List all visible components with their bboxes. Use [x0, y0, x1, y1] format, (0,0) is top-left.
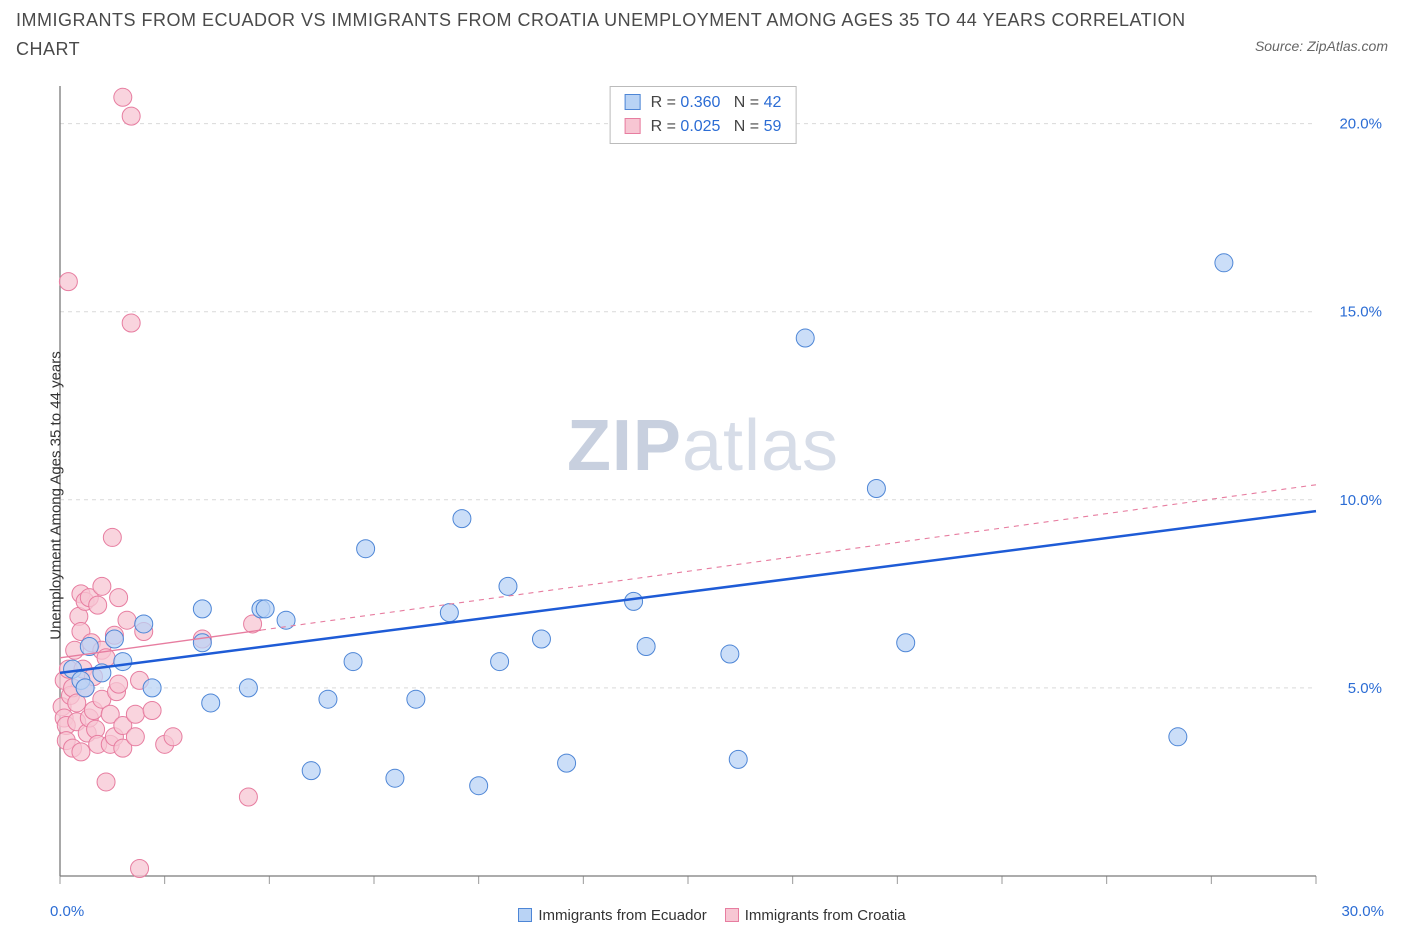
- x-series-legend: Immigrants from Ecuador Immigrants from C…: [0, 907, 1406, 924]
- source-label: Source: ZipAtlas.com: [1255, 38, 1388, 54]
- legend-label: Immigrants from Croatia: [745, 907, 906, 924]
- svg-text:20.0%: 20.0%: [1339, 116, 1382, 133]
- stats-legend-row: R = 0.360 N = 42: [625, 91, 782, 115]
- legend-swatch: [518, 908, 532, 922]
- stats-legend: R = 0.360 N = 42R = 0.025 N = 59: [610, 86, 797, 144]
- svg-text:10.0%: 10.0%: [1339, 492, 1382, 509]
- chart-container: Unemployment Among Ages 35 to 44 years 5…: [46, 80, 1388, 894]
- scatter-chart: 5.0% 10.0% 15.0% 20.0%: [46, 80, 1388, 894]
- svg-text:15.0%: 15.0%: [1339, 304, 1382, 321]
- legend-label: Immigrants from Ecuador: [538, 907, 706, 924]
- chart-title: IMMIGRANTS FROM ECUADOR VS IMMIGRANTS FR…: [16, 6, 1226, 64]
- y-axis-label: Unemployment Among Ages 35 to 44 years: [48, 351, 65, 640]
- svg-text:5.0%: 5.0%: [1348, 680, 1382, 697]
- stats-legend-row: R = 0.025 N = 59: [625, 115, 782, 139]
- legend-swatch: [725, 908, 739, 922]
